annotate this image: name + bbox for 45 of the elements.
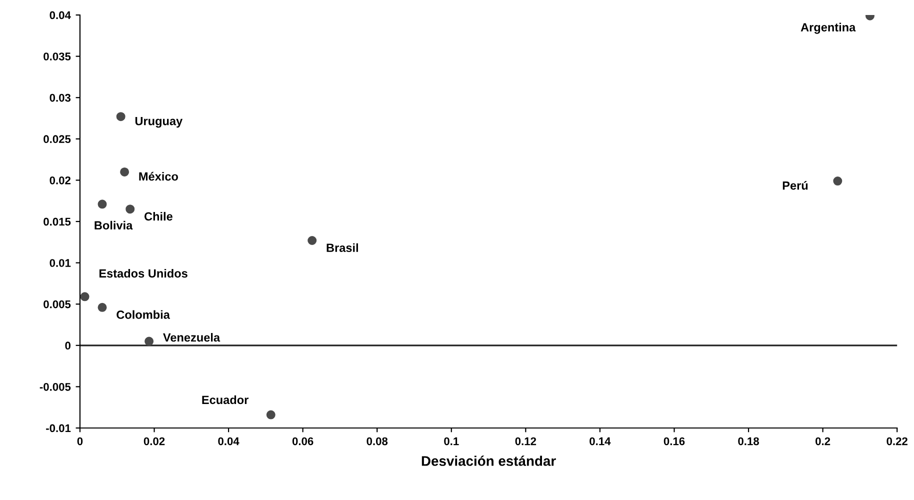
y-tick-label: 0.02 xyxy=(50,176,71,184)
x-axis-title: Desviación estándar xyxy=(422,456,556,466)
point xyxy=(120,167,130,176)
x-tick-label: 0.02 xyxy=(144,437,165,446)
annotation: Brasil xyxy=(326,243,358,252)
annotation: Perú xyxy=(782,180,808,190)
annotation: México xyxy=(139,172,178,181)
y-tick-label: 0.015 xyxy=(44,218,71,226)
y-tick-label: 0.035 xyxy=(44,52,71,60)
point xyxy=(308,236,317,245)
x-tick-label: 0.16 xyxy=(664,437,685,446)
point xyxy=(98,200,107,209)
annotation: Estados Unidos xyxy=(99,268,188,278)
point xyxy=(98,302,107,312)
x-tick-label: 0.1 xyxy=(444,437,459,446)
y-tick-label: -0.01 xyxy=(46,424,71,432)
annotation: Chile xyxy=(144,212,172,221)
point xyxy=(126,204,135,214)
point xyxy=(144,336,154,346)
point xyxy=(833,176,842,186)
x-tick-label: 0.04 xyxy=(218,437,240,446)
y-tick-label: 0.005 xyxy=(44,300,71,308)
y-tick-label: 0.025 xyxy=(44,135,71,144)
annotation: Ecuador xyxy=(202,395,248,404)
annotation: Colombia xyxy=(116,310,170,319)
x-tick-label: 0.22 xyxy=(886,437,908,446)
x-tick-label: 0.08 xyxy=(366,437,388,446)
annotation: Venezuela xyxy=(163,332,220,342)
y-tick-label: 0.01 xyxy=(50,259,71,267)
point xyxy=(116,112,126,122)
x-tick-label: 0.2 xyxy=(816,437,830,446)
y-tick-label: 0.03 xyxy=(50,94,71,102)
annotation: Bolivia xyxy=(94,220,133,230)
y-tick-label: -0.005 xyxy=(40,382,71,391)
y-tick-label: 0 xyxy=(65,342,70,350)
point xyxy=(266,410,276,420)
annotation: Argentina xyxy=(800,22,856,34)
x-tick-label: 0.14 xyxy=(590,437,611,446)
x-tick-label: 0.06 xyxy=(292,437,314,446)
y-tick-label: 0.04 xyxy=(50,11,71,20)
point xyxy=(80,292,90,302)
x-tick-label: 0.18 xyxy=(738,437,759,446)
x-tick-label: 0.12 xyxy=(515,437,536,446)
annotation: Uruguay xyxy=(135,117,183,128)
x-tick-label: 0 xyxy=(77,437,83,446)
